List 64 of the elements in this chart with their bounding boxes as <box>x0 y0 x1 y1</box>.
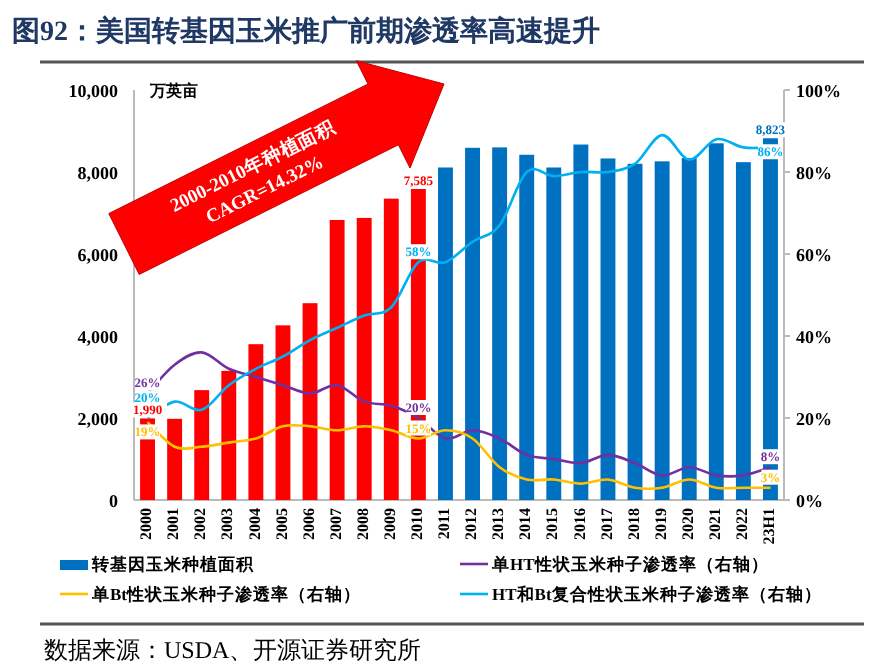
bar <box>519 154 535 500</box>
y2-tick-label: 40% <box>796 327 832 347</box>
y2-tick-label: 0% <box>796 491 823 511</box>
x-tick-label: 2018 <box>624 508 643 540</box>
x-tick-label: 2009 <box>380 508 399 540</box>
bar <box>492 147 508 500</box>
bar <box>654 161 670 500</box>
bar <box>356 217 372 500</box>
x-tick-label: 2019 <box>651 508 670 540</box>
x-tick-label: 2020 <box>678 508 697 540</box>
x-tick-label: 2021 <box>705 508 724 540</box>
y-tick-label: 6,000 <box>77 245 119 265</box>
bar <box>221 370 237 500</box>
legend-label: 单Bt性状玉米种子渗透率（右轴） <box>90 584 361 604</box>
bar <box>194 390 210 500</box>
y-axis-title: 万英亩 <box>148 80 198 100</box>
legend-label: HT和Bt复合性状玉米种子渗透率（右轴） <box>492 584 822 604</box>
bar <box>329 219 345 500</box>
y2-tick-label: 80% <box>796 163 832 183</box>
x-tick-label: 2016 <box>570 508 589 540</box>
bar <box>600 158 616 500</box>
chart-title: 图92：美国转基因玉米推广前期渗透率高速提升 <box>12 14 600 48</box>
bar <box>708 143 724 500</box>
y2-tick-label: 60% <box>796 245 832 265</box>
bar <box>627 163 643 500</box>
x-tick-label: 2014 <box>516 508 535 540</box>
x-tick-label: 2003 <box>218 508 237 540</box>
x-tick-label: 2015 <box>543 508 562 540</box>
x-tick-label: 2010 <box>408 508 427 540</box>
source-note: 数据来源：USDA、开源证券研究所 <box>44 636 422 664</box>
x-tick-label: 2004 <box>245 508 264 540</box>
bar <box>248 344 264 500</box>
bar <box>302 303 318 500</box>
x-tick-label: 2006 <box>299 508 318 540</box>
x-tick-label: 2007 <box>326 508 345 540</box>
bar <box>383 198 399 500</box>
x-tick-label: 2008 <box>353 508 372 540</box>
x-tick-label: 2012 <box>462 508 481 540</box>
legend-label: 单HT性状玉米种子渗透率（右轴） <box>490 554 769 574</box>
y2-tick-label: 100% <box>796 81 841 101</box>
bar <box>681 158 697 500</box>
x-tick-label: 2011 <box>435 508 454 540</box>
bar <box>438 167 453 500</box>
bar <box>573 144 589 500</box>
x-tick-label: 2001 <box>164 508 183 540</box>
y-tick-label: 10,000 <box>68 81 119 101</box>
bar <box>735 162 751 500</box>
bar <box>546 167 562 500</box>
y-tick-label: 4,000 <box>77 327 119 347</box>
x-tick-label: 2000 <box>137 508 156 540</box>
y-tick-label: 8,000 <box>77 163 119 183</box>
x-tick-label: 23H1 <box>760 508 779 545</box>
y-tick-label: 0 <box>109 491 119 511</box>
bar <box>465 147 480 500</box>
x-tick-label: 2002 <box>191 508 210 540</box>
legend-label: 转基因玉米种植面积 <box>90 554 256 574</box>
x-tick-label: 2022 <box>733 508 752 540</box>
y-tick-label: 2,000 <box>77 409 119 429</box>
y2-tick-label: 20% <box>796 409 832 429</box>
x-tick-label: 2005 <box>272 508 291 540</box>
x-tick-label: 2017 <box>597 508 616 540</box>
x-tick-label: 2013 <box>489 508 508 540</box>
bar <box>275 325 291 500</box>
bar <box>167 418 183 500</box>
